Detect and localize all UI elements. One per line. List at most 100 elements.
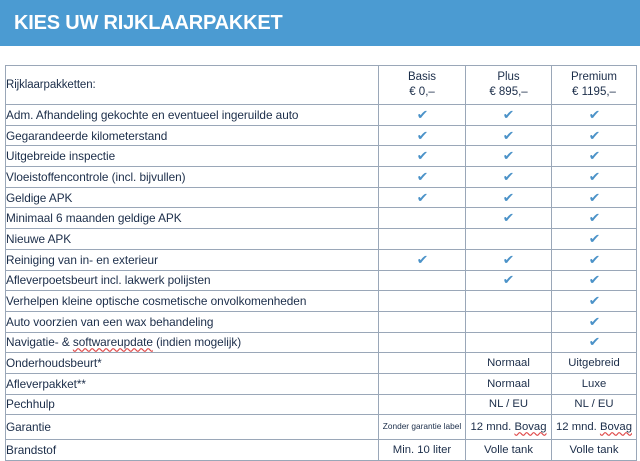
cell-premium: NL / EU <box>551 393 637 416</box>
check-icon: ✔ <box>502 168 515 184</box>
cell-basis <box>378 290 466 312</box>
feature-label: Onderhoudsbeurt* <box>5 352 379 374</box>
column-header-features: Rijklaarpakketten: <box>5 65 379 105</box>
cell-plus <box>465 228 552 250</box>
check-icon: ✔ <box>588 210 600 226</box>
cell-premium: ✔ <box>551 145 637 168</box>
table-row: Geldige APK ✔ ✔ ✔ <box>5 186 637 209</box>
check-icon: ✔ <box>502 148 515 164</box>
table-row: Afleverpakket** Normaal Luxe <box>5 372 637 395</box>
cell-basis <box>378 372 466 395</box>
table-row: Nieuwe APK ✔ <box>5 228 637 250</box>
table-row: Garantie Zonder garantie label 12 mnd. Bov… <box>5 414 637 441</box>
table-header-row: Rijklaarpakketten: Basis € 0,– Plus € 89… <box>5 65 637 105</box>
table-row: Reiniging van in- en exterieur ✔ ✔ ✔ <box>5 248 637 271</box>
cell-plus: ✔ <box>465 166 552 188</box>
cell-premium: ✔ <box>551 269 637 292</box>
cell-plus: Normaal <box>465 352 552 374</box>
check-icon: ✔ <box>588 106 600 122</box>
check-icon: ✔ <box>502 189 515 205</box>
cell-plus: Normaal <box>465 372 552 395</box>
cell-plus: ✔ <box>465 207 552 230</box>
feature-label: Nieuwe APK <box>5 228 379 250</box>
cell-basis <box>378 393 466 416</box>
column-header-plus: Plus € 895,– <box>465 65 552 105</box>
cell-plus <box>465 290 552 312</box>
table-row: Adm. Afhandeling gekochte en eventueel i… <box>5 104 637 126</box>
cell-premium: ✔ <box>551 124 637 147</box>
cell-premium: ✔ <box>551 331 637 354</box>
cell-premium: ✔ <box>551 186 637 209</box>
cell-basis: Zonder garantie label <box>378 414 466 441</box>
cell-premium: Luxe <box>551 372 637 395</box>
check-icon: ✔ <box>416 189 428 205</box>
cell-plus <box>465 331 552 354</box>
cell-plus: NL / EU <box>465 393 552 416</box>
table-row: Onderhoudsbeurt* Normaal Uitgebreid <box>5 352 637 374</box>
column-header-premium: Premium € 1195,– <box>551 65 637 105</box>
table-body: Adm. Afhandeling gekochte en eventueel i… <box>5 104 637 461</box>
table-row: Minimaal 6 maanden geldige APK ✔ ✔ <box>5 207 637 230</box>
package-name-premium: Premium <box>570 71 617 84</box>
cell-plus <box>465 310 552 333</box>
check-icon: ✔ <box>588 293 600 309</box>
cell-basis <box>378 269 466 292</box>
package-comparison-table: Rijklaarpakketten: Basis € 0,– Plus € 89… <box>5 65 637 461</box>
cell-plus: 12 mnd. Bovag <box>465 414 552 441</box>
table-row: Uitgebreide inspectie ✔ ✔ ✔ <box>5 145 637 168</box>
check-icon: ✔ <box>588 168 600 184</box>
cell-basis: ✔ <box>378 166 466 188</box>
check-icon: ✔ <box>502 127 515 143</box>
check-icon: ✔ <box>416 251 428 267</box>
feature-label: Verhelpen kleine optische cosmetische on… <box>5 290 379 312</box>
cell-basis: ✔ <box>378 124 466 147</box>
cell-premium: Uitgebreid <box>551 352 637 374</box>
cell-plus: ✔ <box>465 186 552 209</box>
check-icon: ✔ <box>502 106 515 122</box>
table-row: Afleverpoetsbeurt incl. lakwerk polijste… <box>5 269 637 292</box>
check-icon: ✔ <box>588 127 600 143</box>
check-icon: ✔ <box>588 148 600 164</box>
cell-premium: ✔ <box>551 166 637 188</box>
cell-plus: ✔ <box>465 248 552 271</box>
feature-label: Pechhulp <box>5 393 379 416</box>
table-header: Rijklaarpakketten: Basis € 0,– Plus € 89… <box>5 65 637 105</box>
feature-label: Afleverpoetsbeurt incl. lakwerk polijste… <box>5 269 379 292</box>
page-banner: KIES UW RIJKLAARPAKKET <box>0 0 640 46</box>
cell-plus: ✔ <box>465 269 552 292</box>
feature-label: Adm. Afhandeling gekochte en eventueel i… <box>5 104 379 126</box>
table-row: Gegarandeerde kilometerstand ✔ ✔ ✔ <box>5 124 637 147</box>
check-icon: ✔ <box>502 272 515 288</box>
cell-premium: ✔ <box>551 310 637 333</box>
feature-label: Auto voorzien van een wax behandeling <box>5 310 379 333</box>
check-icon: ✔ <box>588 313 600 329</box>
cell-basis: ✔ <box>378 248 466 271</box>
cell-premium: ✔ <box>551 290 637 312</box>
cell-premium: 12 mnd. Bovag <box>551 414 637 441</box>
cell-premium: ✔ <box>551 248 637 271</box>
cell-plus: ✔ <box>465 145 552 168</box>
package-name-basis: Basis <box>407 71 437 84</box>
check-icon: ✔ <box>416 168 428 184</box>
feature-label: Navigatie- & softwareupdate (indien moge… <box>5 331 379 354</box>
table-row: Verhelpen kleine optische cosmetische on… <box>5 290 637 312</box>
check-icon: ✔ <box>588 272 600 288</box>
cell-basis: ✔ <box>378 104 466 126</box>
check-icon: ✔ <box>416 127 428 143</box>
table-row: Vloeistoffencontrole (incl. bijvullen) ✔ ✔… <box>5 166 637 188</box>
feature-label: Afleverpakket** <box>5 372 379 395</box>
cell-basis <box>378 331 466 354</box>
check-icon: ✔ <box>502 251 515 267</box>
check-icon: ✔ <box>588 230 600 246</box>
package-price-plus: € 895,– <box>489 86 528 98</box>
cell-basis <box>378 207 466 230</box>
check-icon: ✔ <box>416 106 428 122</box>
cell-basis: ✔ <box>378 145 466 168</box>
check-icon: ✔ <box>502 210 515 226</box>
spellcheck-flagged-word: Bovag <box>599 421 632 434</box>
feature-label: Minimaal 6 maanden geldige APK <box>5 207 379 230</box>
check-icon: ✔ <box>588 334 600 350</box>
feature-label: Gegarandeerde kilometerstand <box>5 124 379 147</box>
cell-basis <box>378 352 466 374</box>
cell-plus: ✔ <box>465 124 552 147</box>
